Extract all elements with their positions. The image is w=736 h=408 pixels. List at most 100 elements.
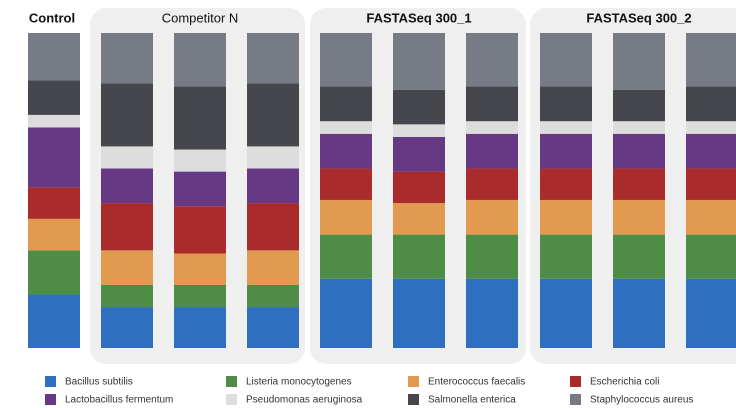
group-label: Control xyxy=(29,10,75,25)
bar-segment xyxy=(466,199,518,235)
bar-segment xyxy=(28,187,80,219)
bar-segment xyxy=(613,121,665,134)
bar-segment xyxy=(466,234,518,279)
bar-segment xyxy=(247,203,299,251)
bar-segment xyxy=(393,203,445,235)
bar-segment xyxy=(247,168,299,204)
legend-swatch xyxy=(570,376,581,387)
bar-segment xyxy=(28,33,80,81)
bar-segment xyxy=(540,86,592,122)
bar-segment xyxy=(174,206,226,254)
bar-segment xyxy=(540,133,592,169)
bar-segment xyxy=(613,89,665,122)
bar-segment xyxy=(393,136,445,172)
bar-segment xyxy=(320,234,372,279)
legend-swatch xyxy=(45,394,56,405)
bar-segment xyxy=(320,168,372,200)
bar-segment xyxy=(174,171,226,207)
bar-segment xyxy=(393,89,445,125)
bar-segment xyxy=(101,146,153,169)
legend-swatch xyxy=(408,376,419,387)
legend-label: Staphylococcus aureus xyxy=(590,395,693,406)
bar-segment xyxy=(28,80,80,115)
bar-segment xyxy=(247,250,299,285)
bar-segment xyxy=(28,250,80,295)
bar-segment xyxy=(320,199,372,235)
bar-segment xyxy=(393,234,445,279)
bar-segment xyxy=(540,234,592,279)
bar-segment xyxy=(540,33,592,87)
group-label: Competitor N xyxy=(162,10,239,25)
bar-segment xyxy=(101,168,153,204)
bar-segment xyxy=(540,168,592,200)
bar-segment xyxy=(247,146,299,169)
bar-segment xyxy=(320,33,372,87)
bar-segment xyxy=(466,86,518,122)
bar-segment xyxy=(613,133,665,169)
bar-segment xyxy=(466,33,518,87)
legend: Bacillus subtilis Listeria monocytogenes E… xyxy=(45,376,693,406)
legend-label: Listeria monocytogenes xyxy=(246,377,352,388)
bar-segment xyxy=(174,86,226,150)
bar-segment xyxy=(686,86,736,122)
plot-area: Control Competitor N FASTASeq 300_1 FASTASe… xyxy=(28,8,736,364)
bar-segment xyxy=(613,278,665,348)
bar-segment xyxy=(174,307,226,348)
bar-segment xyxy=(174,253,226,285)
legend-label: Enterococcus faecalis xyxy=(428,377,525,388)
bar-segment xyxy=(28,294,80,348)
bar-segment xyxy=(613,33,665,90)
bar-segment xyxy=(686,168,736,200)
legend-swatch xyxy=(408,394,419,405)
bar-segment xyxy=(686,278,736,348)
bar-segment xyxy=(613,234,665,279)
bar-segment xyxy=(393,33,445,90)
legend-label: Salmonella enterica xyxy=(428,395,516,406)
bar-segment xyxy=(174,33,226,87)
bar-segment xyxy=(540,278,592,348)
bar-segment xyxy=(686,199,736,235)
bar-segment xyxy=(247,33,299,84)
legend-swatch xyxy=(226,394,237,405)
bar-segment xyxy=(320,278,372,348)
bar-segment xyxy=(686,133,736,169)
bar-segment xyxy=(28,218,80,251)
bar-segment xyxy=(466,278,518,348)
bar-segment xyxy=(247,285,299,308)
bar-segment xyxy=(686,121,736,134)
bar-segment xyxy=(466,133,518,169)
legend-label: Lactobacillus fermentum xyxy=(65,395,173,406)
bar-segment xyxy=(247,83,299,147)
bar-segment xyxy=(101,203,153,251)
bar-segment xyxy=(320,121,372,134)
bar-segment xyxy=(613,199,665,235)
legend-swatch xyxy=(45,376,56,387)
bar-segment xyxy=(174,149,226,172)
bar-segment xyxy=(28,114,80,128)
bar-segment xyxy=(101,83,153,147)
bar-segment xyxy=(393,278,445,348)
legend-label: Pseudomonas aeruginosa xyxy=(246,395,363,406)
group-label: FASTASeq 300_2 xyxy=(586,10,691,25)
bar-segment xyxy=(686,234,736,279)
bar-segment xyxy=(466,168,518,200)
bar-segment xyxy=(101,33,153,84)
bar-segment xyxy=(393,171,445,204)
bar-segment xyxy=(247,307,299,348)
legend-swatch xyxy=(570,394,581,405)
bar-segment xyxy=(613,168,665,200)
bar-segment xyxy=(686,33,736,87)
bar-segment xyxy=(28,127,80,188)
bar-segment xyxy=(320,86,372,122)
legend-label: Escherichia coli xyxy=(590,377,659,388)
bar-segment xyxy=(466,121,518,134)
bar-segment xyxy=(393,124,445,137)
bar-segment xyxy=(320,133,372,169)
bar-segment xyxy=(174,285,226,308)
group-label: FASTASeq 300_1 xyxy=(366,10,471,25)
bar-segment xyxy=(101,285,153,308)
bar-segment xyxy=(540,199,592,235)
bar-segment xyxy=(540,121,592,134)
bar-segment xyxy=(101,250,153,285)
